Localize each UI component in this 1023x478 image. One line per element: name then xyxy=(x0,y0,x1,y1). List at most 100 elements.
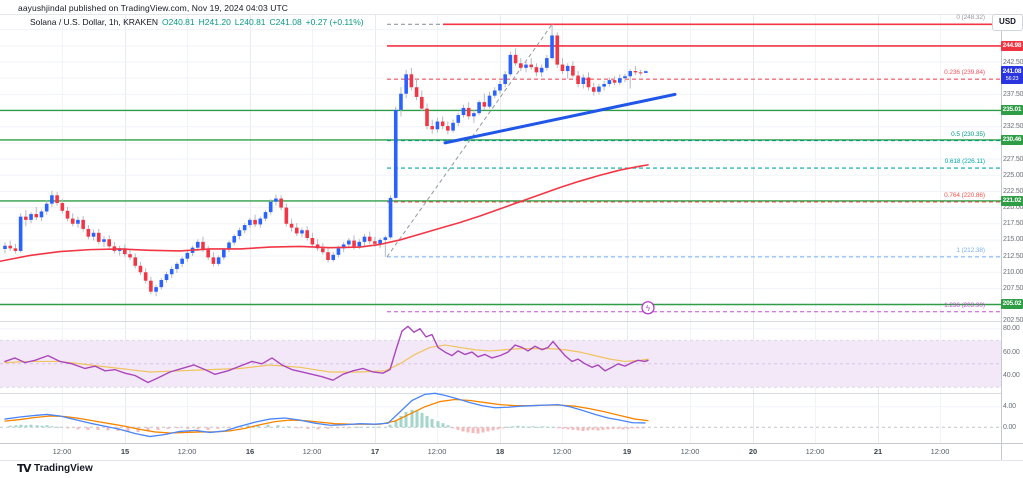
time-tick: 19 xyxy=(622,447,632,456)
macd-histogram-bar xyxy=(376,426,380,428)
candle-body xyxy=(586,77,591,88)
fib-level-label: 0.5 (230.35) xyxy=(951,130,985,138)
candle-body xyxy=(555,35,560,65)
candle-body xyxy=(321,248,325,253)
candle-body xyxy=(102,239,106,242)
macd-histogram-bar xyxy=(29,424,33,428)
candle-body xyxy=(34,214,39,218)
candle-body xyxy=(524,64,528,68)
candle-body xyxy=(175,263,179,270)
currency-toggle-button[interactable]: USD xyxy=(992,14,1023,31)
candle-body xyxy=(133,257,138,266)
candle-body xyxy=(518,63,523,68)
moving-average-line xyxy=(0,164,649,263)
candle-body xyxy=(211,257,216,264)
candle-body xyxy=(446,126,450,131)
macd-histogram-bar xyxy=(456,427,460,430)
fib-level-label: 1 (212.38) xyxy=(956,246,985,254)
candle-body xyxy=(159,280,164,288)
candle-body xyxy=(70,218,75,224)
time-tick: 18 xyxy=(495,447,505,456)
macd-histogram-bar xyxy=(425,415,429,428)
candle-body xyxy=(310,237,315,245)
candle-body xyxy=(414,87,419,97)
candle-body xyxy=(420,96,424,109)
candle-body xyxy=(201,241,205,250)
tradingview-logo[interactable]: TV TradingView xyxy=(17,462,93,475)
macd-histogram-bar xyxy=(541,426,545,428)
candle-body xyxy=(123,248,127,255)
candle-body xyxy=(18,216,23,251)
macd-histogram-bar xyxy=(471,427,475,433)
candle-body xyxy=(492,90,497,96)
macd-histogram-bar xyxy=(491,427,495,431)
macd-histogram-bar xyxy=(581,427,585,431)
price-tick: 227.50 xyxy=(1003,155,1023,163)
candle-body xyxy=(216,257,221,264)
macd-histogram-bar xyxy=(404,411,408,428)
candle-body xyxy=(222,249,226,258)
macd-histogram-bar xyxy=(481,427,485,433)
macd-tick: 4.00 xyxy=(1003,403,1016,411)
candle-body xyxy=(560,64,565,72)
time-tick: 12:00 xyxy=(805,447,825,456)
price-level-label: 244.98 xyxy=(1001,40,1023,51)
candle-body xyxy=(472,113,476,117)
macd-histogram-bar xyxy=(556,427,560,429)
macd-histogram-bar xyxy=(521,426,525,428)
price-change: +0.27 (+0.11%) xyxy=(305,17,364,27)
macd-histogram-bar xyxy=(415,410,419,428)
candle-body xyxy=(545,58,549,68)
price-tick: 210.00 xyxy=(1003,268,1023,276)
candle-body xyxy=(268,201,273,213)
candle-body xyxy=(393,109,398,198)
candle-body xyxy=(29,214,33,220)
price-tick: 237.50 xyxy=(1003,90,1023,98)
macd-histogram-bar xyxy=(186,427,190,429)
candle-body xyxy=(227,242,231,250)
candle-body xyxy=(154,287,158,292)
candle-body xyxy=(326,252,330,260)
candle-body xyxy=(451,122,455,131)
macd-histogram-bar xyxy=(56,426,60,428)
candle-body xyxy=(60,203,65,211)
candle-body xyxy=(633,71,638,73)
macd-histogram-bar xyxy=(156,427,160,430)
candle-body xyxy=(44,203,49,212)
macd-histogram-bar xyxy=(611,427,615,429)
candle-body xyxy=(96,232,101,242)
candle-body xyxy=(253,219,257,225)
candle-body xyxy=(597,86,601,92)
candle-body xyxy=(367,236,372,242)
macd-histogram-bar xyxy=(50,426,54,428)
candle-body xyxy=(169,269,174,275)
price-level-label: 235.01 xyxy=(1001,105,1023,116)
attribution-text: aayushjindal published on TradingView.co… xyxy=(18,3,289,13)
symbol-title[interactable]: Solana / U.S. Dollar, 1h, KRAKEN xyxy=(30,17,159,27)
macd-histogram-bar xyxy=(166,427,170,429)
candle-body xyxy=(352,240,356,247)
macd-histogram-bar xyxy=(216,427,220,429)
macd-histogram-bar xyxy=(441,423,445,428)
candle-body xyxy=(409,74,414,88)
candle-body xyxy=(91,232,96,237)
candle-body xyxy=(623,76,627,79)
macd-histogram-bar xyxy=(596,427,600,431)
candle-body xyxy=(373,241,377,244)
macd-histogram-bar xyxy=(24,425,28,428)
candle-body xyxy=(331,254,336,260)
rsi-ma-line xyxy=(4,344,649,373)
candle-body xyxy=(258,218,263,225)
candle-body xyxy=(237,230,242,237)
macd-histogram-bar xyxy=(286,426,290,428)
fib-base-line xyxy=(386,24,553,258)
macd-histogram-bar xyxy=(136,427,140,432)
candle-body xyxy=(430,126,435,130)
macd-histogram-bar xyxy=(19,424,23,428)
candle-body xyxy=(180,258,184,264)
candle-body xyxy=(399,93,403,110)
candle-body xyxy=(576,75,580,84)
macd-histogram-bar xyxy=(546,426,550,428)
